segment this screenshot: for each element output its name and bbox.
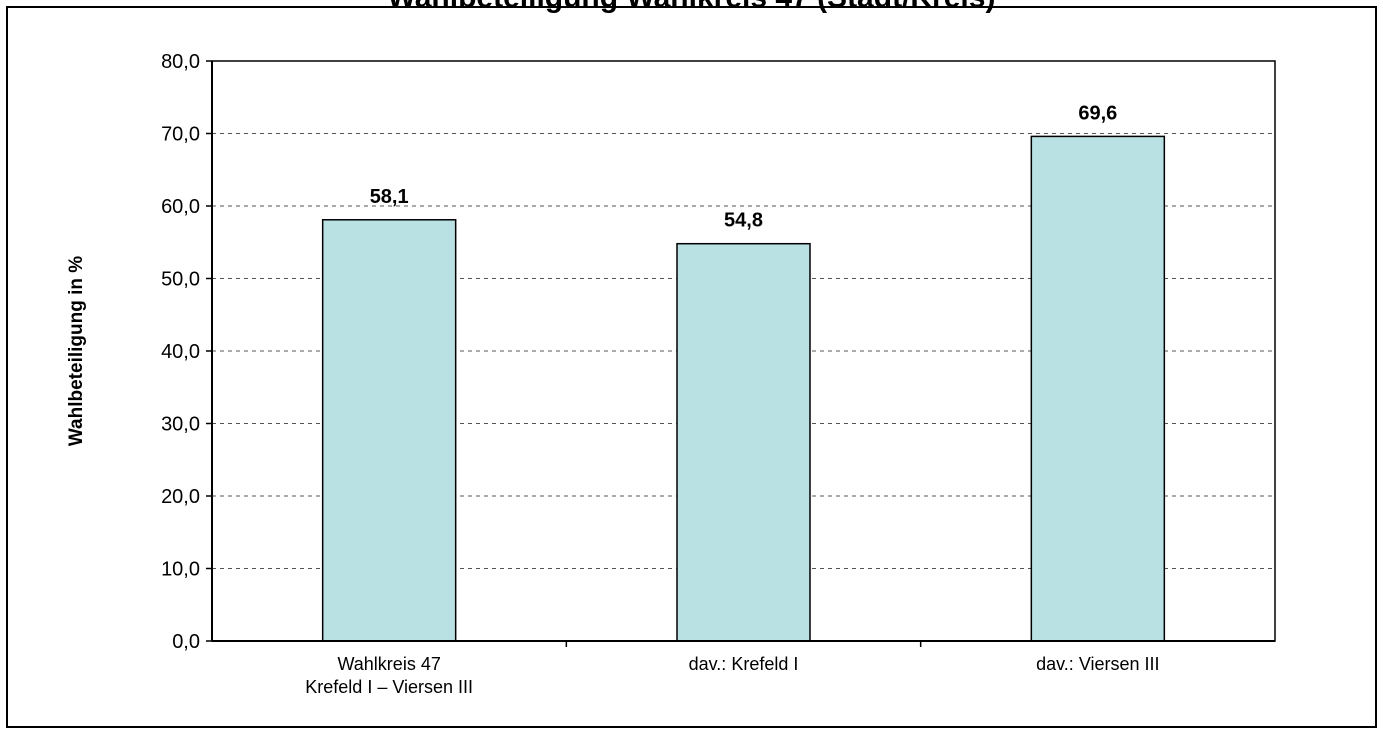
x-tick-label: dav.: Krefeld I: [689, 654, 799, 674]
axes: [206, 60, 1276, 647]
bars: [321, 135, 1166, 642]
data-label: 69,6: [1078, 102, 1117, 124]
y-tick-label: 10,0: [161, 559, 200, 581]
chart-title: Wahlbeteiligung Wahlkreis 47 (Stadt/Krei…: [0, 0, 1383, 15]
data-label: 58,1: [370, 186, 409, 208]
y-tick-label: 60,0: [161, 196, 200, 218]
x-tick-label: Krefeld I – Viersen III: [305, 677, 473, 697]
y-tick-label: 30,0: [161, 414, 200, 436]
y-tick-label: 0,0: [172, 631, 200, 653]
y-tick-label: 70,0: [161, 124, 200, 146]
y-tick-label: 20,0: [161, 486, 200, 508]
y-tick-label: 40,0: [161, 341, 200, 363]
y-tick-label: 50,0: [161, 269, 200, 291]
y-tick-label: 80,0: [161, 51, 200, 73]
bar: [1030, 135, 1166, 642]
labels: 0,0 10,0 20,0 30,0 40,0 50,0 60,0 70,0 80,0 58,1 W…: [66, 51, 1160, 697]
x-tick-label: dav.: Viersen III: [1036, 654, 1159, 674]
data-label: 54,8: [724, 210, 763, 232]
bar: [321, 219, 457, 642]
y-axis-title: Wahlbeteiligung in %: [66, 256, 87, 446]
bar: [676, 242, 811, 642]
x-tick-label: Wahlkreis 47: [337, 654, 440, 674]
